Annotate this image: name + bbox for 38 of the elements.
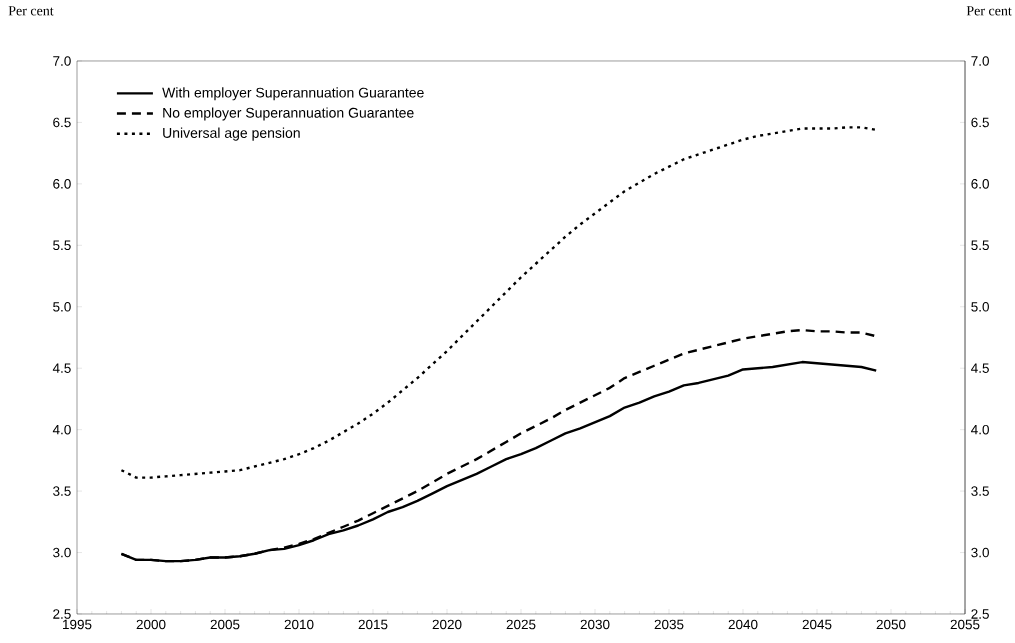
x-tick-label: 2035 <box>654 619 684 630</box>
y2-tick-label: 2.5 <box>971 609 989 619</box>
x-tick-label: 2030 <box>580 619 610 630</box>
y2-axis-title: Per cent <box>966 6 1012 16</box>
y-tick-label: 2.5 <box>53 609 71 619</box>
x-tick-label: 2010 <box>284 619 314 630</box>
x-tick-label: 2055 <box>950 619 980 630</box>
y-tick-label: 4.0 <box>52 424 71 435</box>
x-tick-label: 1995 <box>63 619 92 630</box>
x-tick-label: 2045 <box>802 619 832 630</box>
y2-tick-label: 4.0 <box>971 424 989 435</box>
y2-tick-label: 4.5 <box>971 363 989 373</box>
y2-tick-label: 6.5 <box>971 117 989 128</box>
y-tick-label: 5.0 <box>53 301 71 312</box>
x-tick-label: 2005 <box>210 619 240 630</box>
legend-label: No employer Superannuation Guarantee <box>163 107 414 121</box>
x-tick-label: 2015 <box>358 619 388 630</box>
y2-tick-label: 5.5 <box>971 240 989 251</box>
y2-tick-label: 3.5 <box>971 486 989 496</box>
y-tick-label: 7.0 <box>53 56 71 66</box>
y-tick-label: 6.5 <box>53 117 71 128</box>
y-tick-label: 6.0 <box>53 179 71 189</box>
y-tick-label: 3.0 <box>53 547 71 558</box>
y2-tick-label: 7.0 <box>971 56 989 66</box>
x-tick-label: 2050 <box>876 619 906 630</box>
y-tick-label: 3.5 <box>53 486 71 496</box>
x-tick-label: 2040 <box>728 619 758 630</box>
legend-label: With employer Superannuation Guarantee <box>162 87 424 101</box>
y2-tick-label: 6.0 <box>971 179 989 189</box>
x-tick-label: 2000 <box>136 619 166 630</box>
x-tick-label: 2025 <box>506 619 536 630</box>
y-tick-label: 4.5 <box>52 363 71 373</box>
x-tick-label: 2020 <box>432 619 462 630</box>
legend-label: Universal age pension <box>163 127 300 141</box>
y2-tick-label: 3.0 <box>971 547 989 558</box>
y-axis-title: Per cent <box>8 6 54 16</box>
y2-tick-label: 5.0 <box>971 301 989 312</box>
y-tick-label: 5.5 <box>53 240 71 251</box>
